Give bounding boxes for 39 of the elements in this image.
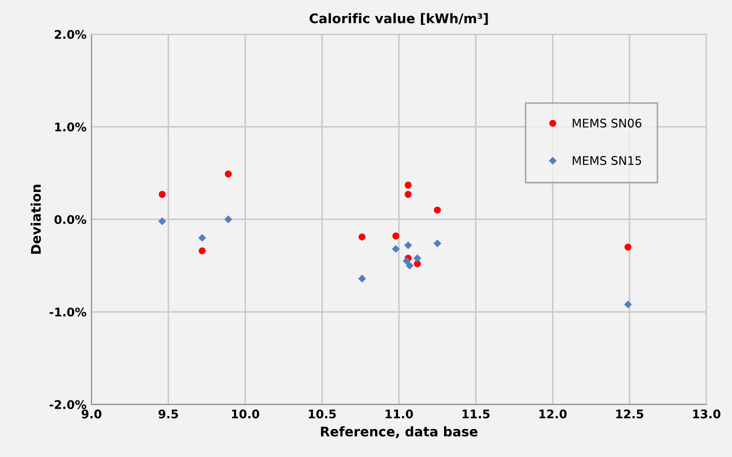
x-axis-title: Reference, data base: [320, 426, 478, 438]
point: [392, 232, 400, 240]
y-tick-label: 1.0%: [55, 122, 86, 132]
point: [198, 247, 206, 254]
point: [434, 206, 441, 214]
point: [358, 233, 366, 240]
point: [624, 300, 632, 308]
legend-label: MEMS SN06: [572, 118, 642, 128]
x-tick-label: 12.0: [539, 410, 567, 418]
point: [404, 182, 412, 189]
point: [433, 239, 442, 248]
y-tick-label: -1.0%: [50, 308, 86, 317]
y-axis-title: Deviation: [30, 184, 41, 254]
point: [402, 257, 411, 265]
point: [392, 245, 400, 253]
point: [404, 190, 412, 198]
x-tick-label: 9.5: [158, 410, 178, 418]
point: [404, 241, 412, 250]
point: [224, 170, 232, 178]
point: [158, 190, 166, 198]
x-tick-label: 12.5: [616, 410, 644, 418]
point: [413, 254, 422, 262]
point: [224, 215, 232, 224]
point: [358, 274, 366, 283]
x-tick-label: 10.5: [308, 410, 336, 418]
point: [406, 262, 414, 270]
y-tick-label: 2.0%: [54, 30, 86, 39]
point: [624, 244, 632, 251]
x-tick-label: 13.0: [693, 410, 720, 418]
y-tick-label: 0.0%: [54, 215, 86, 224]
x-tick-label: 9.0: [82, 410, 102, 418]
point: [158, 217, 166, 226]
x-tick-label: 11.5: [462, 410, 490, 418]
legend-label: MEMS SN15: [572, 156, 642, 165]
point: [198, 234, 206, 242]
x-tick-label: 10.0: [232, 410, 260, 418]
chart-title: Calorific value [kWh/m³]: [310, 13, 488, 25]
x-tick-label: 11.0: [386, 410, 413, 418]
y-tick-label: -2.0%: [50, 400, 86, 410]
